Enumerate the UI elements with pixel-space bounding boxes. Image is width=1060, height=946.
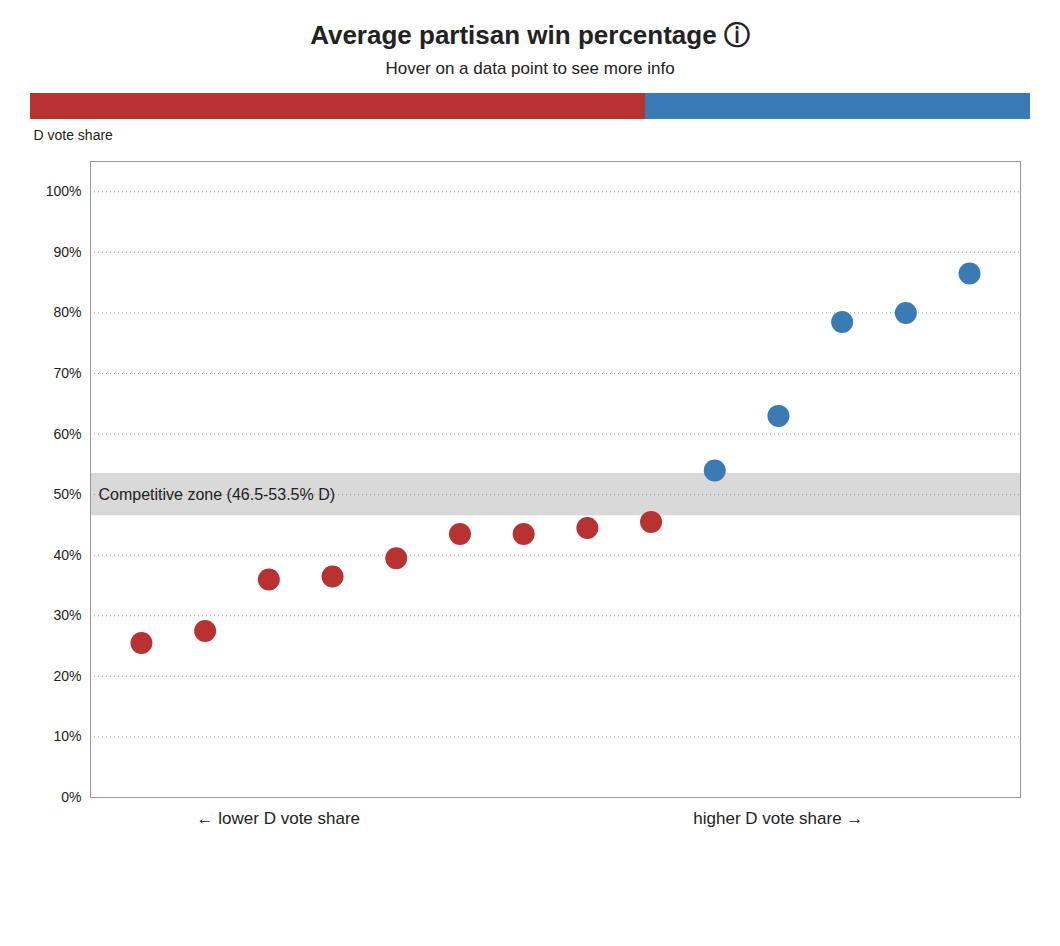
svg-text:60%: 60%: [53, 426, 81, 442]
svg-text:0%: 0%: [61, 789, 81, 805]
svg-text:80%: 80%: [53, 304, 81, 320]
svg-text:50%: 50%: [53, 486, 81, 502]
svg-text:20%: 20%: [53, 668, 81, 684]
svg-text:40%: 40%: [53, 547, 81, 563]
svg-text:100%: 100%: [46, 183, 82, 199]
html-text:Hover on a data point to see m: Hover on a data point to see more info: [385, 59, 675, 78]
html-text:higher D vote share →: higher D vote share →: [693, 809, 864, 828]
svg-text:70%: 70%: [53, 365, 81, 381]
svg-text:90%: 90%: [53, 244, 81, 260]
html-text:← lower D vote share: ← lower D vote share: [196, 809, 361, 828]
svg-text:Competitive zone (46.5-53.5% D: Competitive zone (46.5-53.5% D): [99, 486, 336, 503]
html-text:Average partisan win percentag: Average partisan win percentage ⓘ: [310, 20, 750, 50]
svg-text:30%: 30%: [53, 607, 81, 623]
svg-text:D vote share: D vote share: [34, 127, 114, 143]
svg-text:10%: 10%: [53, 728, 81, 744]
